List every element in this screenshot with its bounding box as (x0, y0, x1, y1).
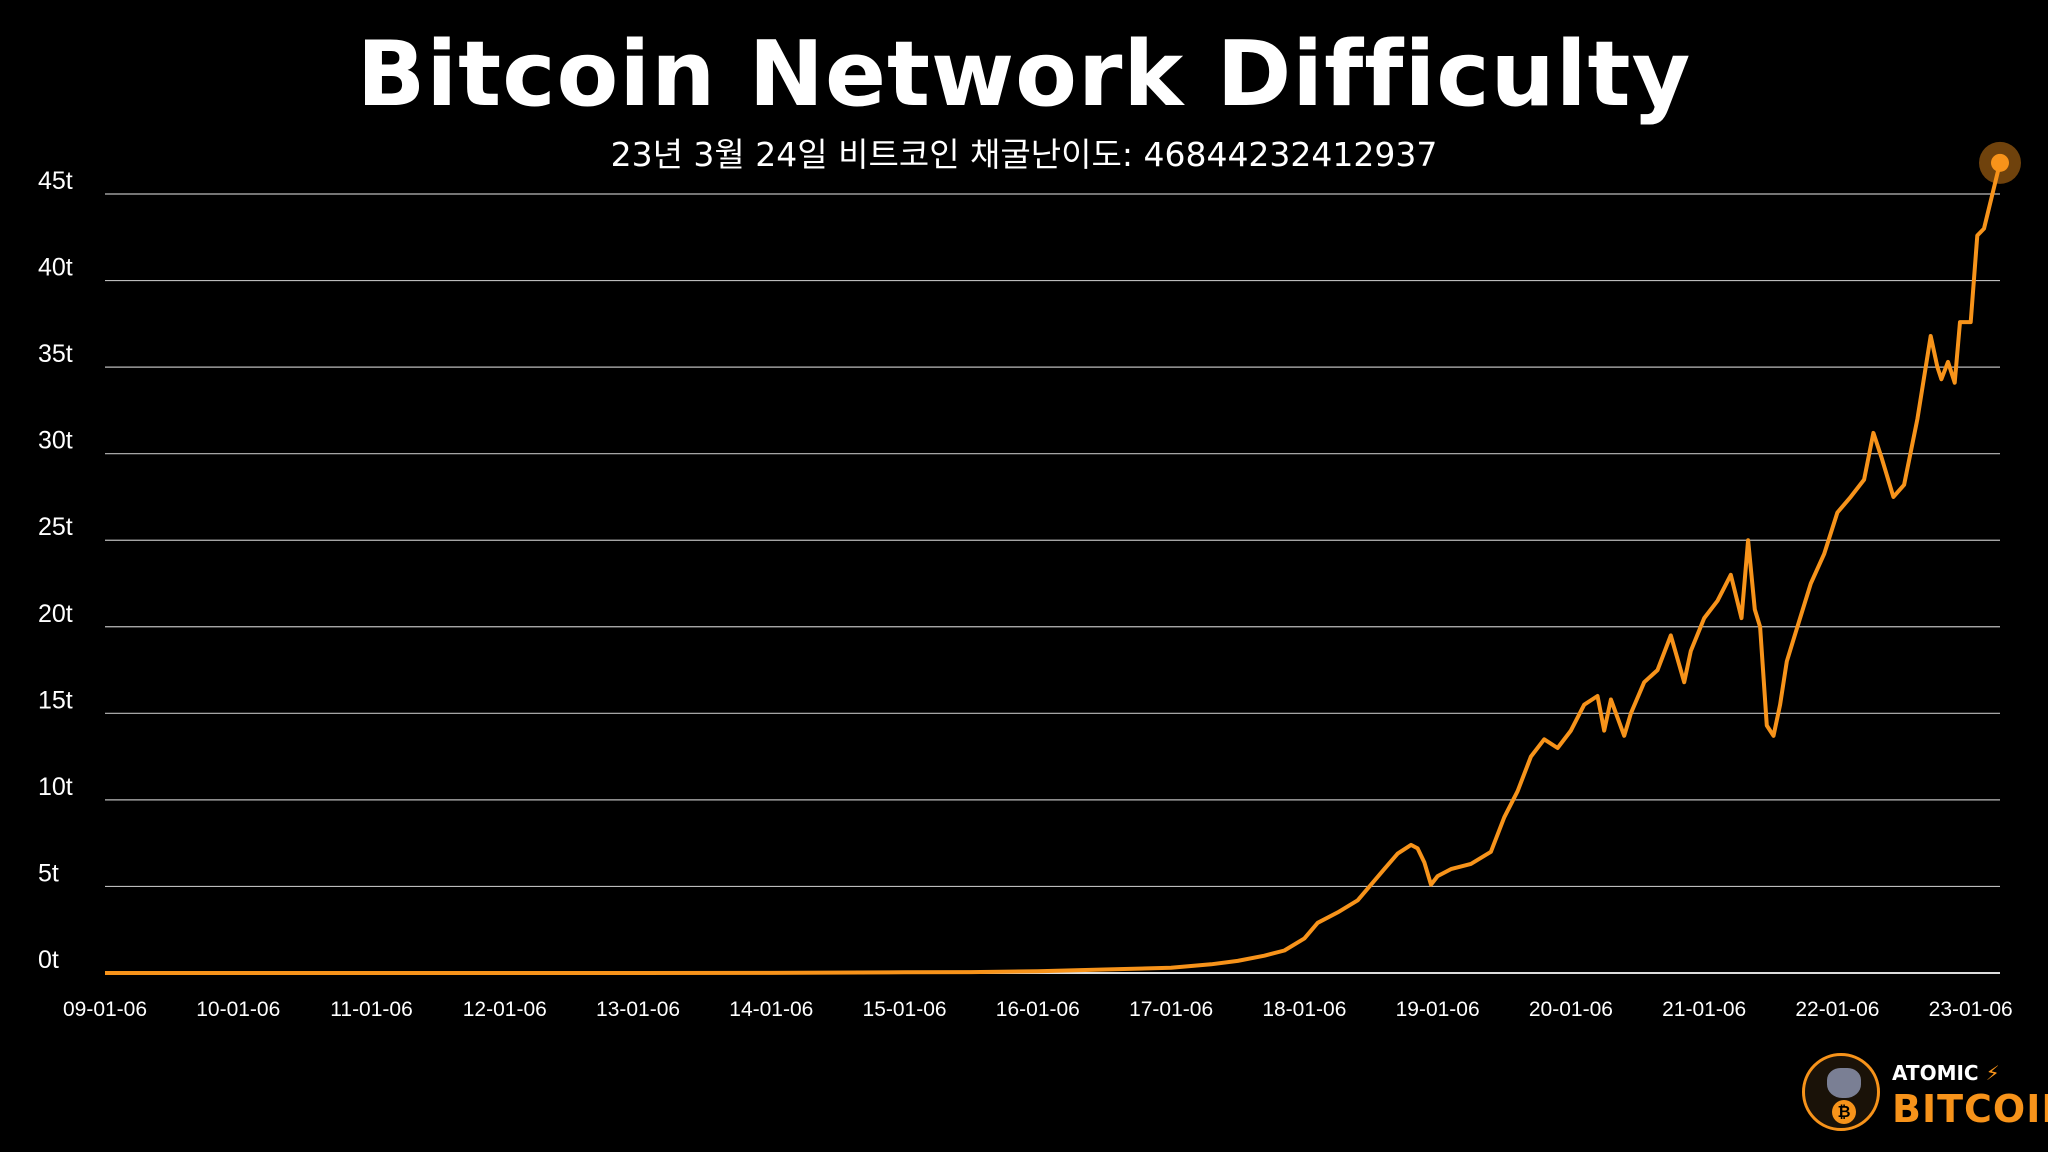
x-tick-label: 14-01-06 (729, 998, 813, 1021)
x-tick-label: 22-01-06 (1795, 998, 1879, 1021)
latest-point-marker (1991, 153, 2009, 172)
x-tick-label: 16-01-06 (996, 998, 1080, 1021)
x-tick-label: 10-01-06 (196, 998, 280, 1021)
page-subtitle: 23년 3월 24일 비트코인 채굴난이도: 46844232412937 (610, 135, 1438, 174)
logo-atomic-label: ATOMIC (1892, 1061, 1979, 1085)
x-tick-label: 15-01-06 (863, 998, 947, 1021)
y-tick-label: 30t (38, 427, 73, 455)
x-tick-label: 12-01-06 (463, 998, 547, 1021)
logo-bitcoin-label: BITCOIN (1892, 1087, 2048, 1131)
x-tick-label: 13-01-06 (596, 998, 680, 1021)
x-tick-label: 11-01-06 (330, 998, 413, 1021)
series-line-difficulty (105, 162, 2002, 975)
grid-lines (105, 193, 2000, 888)
x-tick-label: 19-01-06 (1396, 998, 1480, 1021)
y-tick-label: 20t (38, 600, 73, 628)
viking-mascot-icon (1827, 1068, 1861, 1098)
x-axis-ticks: 09-01-06 10-01-06 11-01-06 12-01-06 13-01-06… (63, 998, 2013, 1021)
y-tick-label: 15t (38, 686, 73, 714)
y-tick-label: 45t (38, 167, 73, 195)
y-tick-label: 0t (38, 946, 59, 974)
y-tick-label: 40t (38, 254, 73, 282)
x-tick-label: 21-01-06 (1662, 998, 1746, 1021)
y-tick-label: 25t (38, 513, 73, 541)
x-tick-label: 18-01-06 (1262, 998, 1346, 1021)
page-title: Bitcoin Network Difficulty (356, 22, 1692, 127)
logo-top-text: ATOMIC ⚡ (1892, 1061, 2000, 1085)
atomic-bitcoin-logo: ₿ ATOMIC ⚡ BITCOIN (1802, 1053, 2048, 1135)
logo-badge: ₿ (1802, 1053, 1880, 1131)
y-tick-label: 5t (38, 859, 59, 887)
y-axis-ticks: 0t 5t 10t 15t 20t 25t 30t 35t 40t 45t (38, 167, 73, 974)
x-tick-label: 20-01-06 (1529, 998, 1613, 1021)
y-tick-label: 35t (38, 340, 73, 368)
x-tick-label: 09-01-06 (63, 998, 147, 1021)
y-tick-label: 10t (38, 773, 73, 801)
lightning-bolt-icon: ⚡ (1985, 1061, 2000, 1085)
bitcoin-coin-icon: ₿ (1832, 1100, 1856, 1124)
x-tick-label: 23-01-06 (1929, 998, 2013, 1021)
x-tick-label: 17-01-06 (1129, 998, 1213, 1021)
